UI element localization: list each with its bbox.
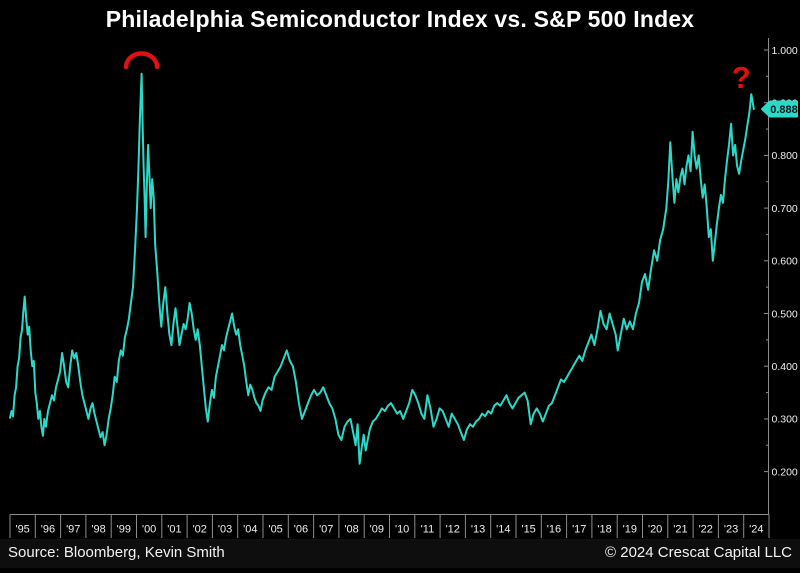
x-tick-label: '19 [623, 524, 637, 536]
y-tick-label: 0.800 [772, 150, 798, 162]
question-mark-icon: ? [732, 60, 751, 95]
x-tick-label: '08 [344, 524, 358, 536]
x-tick-label: '11 [421, 524, 435, 536]
copyright-notice: © 2024 Crescat Capital LLC [605, 544, 792, 561]
x-tick-label: '04 [243, 524, 257, 536]
x-tick-label: '20 [648, 524, 662, 536]
x-tick-label: '97 [66, 524, 80, 536]
x-tick-label: '09 [370, 524, 384, 536]
x-tick-label: '07 [319, 524, 333, 536]
y-tick-label: 0.200 [772, 466, 798, 478]
y-tick-label: 0.500 [772, 308, 798, 320]
x-tick-label: '02 [193, 524, 207, 536]
y-tick-label: 1.000 [772, 45, 798, 57]
x-tick-label: '03 [218, 524, 232, 536]
x-tick-label: '14 [496, 524, 510, 536]
y-tick-label: 0.400 [772, 361, 798, 373]
last-value-label: 0.888 [770, 104, 798, 116]
y-tick-label: 0.700 [772, 203, 798, 215]
x-tick-label: '16 [547, 524, 561, 536]
chart-title: Philadelphia Semiconductor Index vs. S&P… [105, 6, 695, 32]
x-tick-label: '23 [724, 524, 738, 536]
x-tick-label: '96 [41, 524, 55, 536]
footer-bar: Source: Bloomberg, Kevin Smith © 2024 Cr… [0, 539, 800, 568]
x-tick-label: '00 [142, 524, 156, 536]
x-tick-label: '06 [294, 524, 308, 536]
x-tick-label: '18 [597, 524, 611, 536]
x-tick-label: '05 [268, 524, 282, 536]
x-tick-label: '21 [673, 524, 687, 536]
x-tick-label: '99 [117, 524, 131, 536]
x-tick-label: '10 [395, 524, 409, 536]
x-tick-label: '15 [521, 524, 535, 536]
x-tick-label: '12 [446, 524, 460, 536]
x-tick-label: '98 [91, 524, 105, 536]
x-tick-label: '01 [167, 524, 181, 536]
x-tick-label: '17 [572, 524, 586, 536]
source-credit: Source: Bloomberg, Kevin Smith [8, 544, 225, 561]
x-tick-label: '13 [471, 524, 485, 536]
x-tick-label: '22 [699, 524, 713, 536]
price-line [9, 72, 755, 465]
last-value-tag [761, 100, 798, 118]
x-tick-label: '24 [749, 524, 763, 536]
y-tick-label: 0.300 [772, 414, 798, 426]
y-tick-label: 0.600 [772, 256, 798, 268]
peak-arc-icon [123, 51, 160, 70]
x-tick-label: '95 [15, 524, 29, 536]
